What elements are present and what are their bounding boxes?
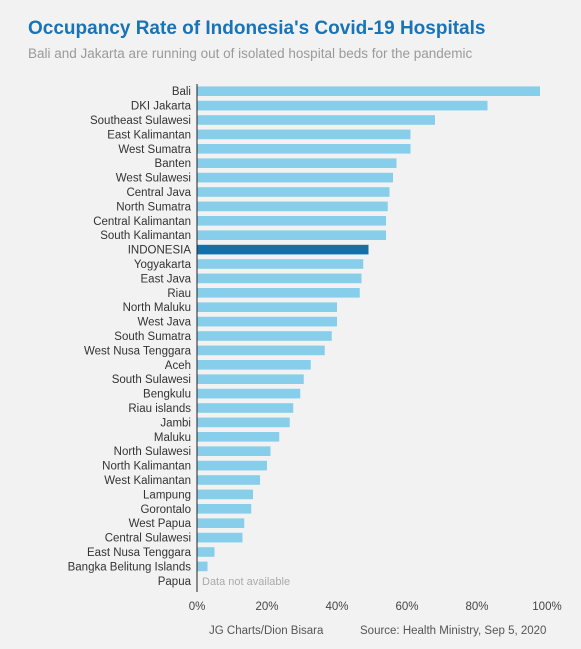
bar	[197, 115, 435, 125]
category-label: Banten	[155, 158, 191, 170]
category-label: West Nusa Tenggara	[84, 345, 192, 357]
bar	[197, 331, 332, 341]
source-text: Source: Health Ministry, Sep 5, 2020	[360, 625, 547, 637]
category-label: Jambi	[160, 417, 191, 429]
category-label: Yogyakarta	[134, 259, 192, 271]
category-label: Gorontalo	[140, 504, 191, 516]
bar	[197, 100, 488, 111]
bar	[197, 360, 311, 370]
na-label: Data not available	[202, 576, 290, 588]
category-label: Central Sulawesi	[105, 533, 191, 545]
category-label: North Kalimantan	[102, 461, 191, 473]
bar	[197, 504, 252, 514]
category-label: West Kalimantan	[104, 475, 191, 487]
bar	[197, 446, 271, 456]
category-label: INDONESIA	[128, 245, 192, 257]
category-label: Papua	[158, 576, 192, 588]
bar	[197, 216, 386, 226]
category-label: South Sumatra	[114, 331, 191, 343]
bar	[197, 187, 390, 197]
x-tick-label: 60%	[395, 601, 418, 613]
bar	[197, 345, 325, 356]
x-tick-label: 80%	[465, 601, 488, 613]
bar	[197, 259, 364, 269]
category-label: Central Java	[126, 187, 191, 199]
category-label: West Java	[138, 317, 192, 329]
bar	[197, 403, 294, 413]
credit-text: JG Charts/Dion Bisara	[209, 625, 324, 637]
bar	[197, 460, 267, 471]
category-label: North Maluku	[123, 302, 191, 314]
category-label: DKI Jakarta	[131, 101, 192, 113]
bar	[197, 532, 243, 543]
bar	[197, 144, 411, 154]
category-label: West Sumatra	[118, 144, 191, 156]
category-label: North Sulawesi	[114, 446, 191, 458]
category-label: South Sulawesi	[112, 374, 191, 386]
bar	[197, 288, 360, 298]
bar	[197, 86, 540, 96]
category-label: South Kalimantan	[100, 230, 191, 242]
bar	[197, 316, 337, 327]
bar	[197, 273, 362, 284]
bar	[197, 244, 369, 255]
x-tick-label: 0%	[189, 601, 206, 613]
x-tick-label: 100%	[532, 601, 561, 613]
bar	[197, 172, 393, 183]
category-label: Central Kalimantan	[93, 216, 191, 228]
category-label: North Sumatra	[116, 201, 191, 213]
bar	[197, 475, 260, 485]
bar	[197, 417, 290, 428]
bar	[197, 432, 280, 442]
bar	[197, 201, 388, 212]
category-label: Riau	[167, 288, 191, 300]
bar	[197, 547, 215, 557]
category-label: Maluku	[154, 432, 191, 444]
category-label: East Nusa Tenggara	[87, 547, 192, 559]
category-label: Bengkulu	[143, 389, 191, 401]
bar	[197, 561, 208, 572]
category-label: East Kalimantan	[107, 129, 191, 141]
category-label: Lampung	[143, 489, 191, 501]
bar	[197, 518, 245, 528]
bar	[197, 374, 304, 384]
bar	[197, 489, 253, 500]
category-label: Southeast Sulawesi	[90, 115, 191, 127]
category-label: Bali	[172, 86, 191, 98]
category-label: Riau islands	[128, 403, 191, 415]
bar	[197, 388, 301, 399]
category-label: West Sulawesi	[116, 173, 191, 185]
bar	[197, 158, 397, 168]
chart-subtitle: Bali and Jakarta are running out of isol…	[28, 46, 473, 61]
category-label: East Java	[141, 273, 192, 285]
bar	[197, 129, 411, 140]
category-label: Bangka Belitung Islands	[68, 561, 192, 573]
bar	[197, 302, 337, 312]
category-label: West Papua	[129, 518, 192, 530]
category-label: Aceh	[165, 360, 191, 372]
x-tick-label: 20%	[255, 601, 278, 613]
chart-title: Occupancy Rate of Indonesia's Covid-19 H…	[28, 18, 486, 39]
x-tick-label: 40%	[325, 601, 348, 613]
bar	[197, 230, 386, 240]
